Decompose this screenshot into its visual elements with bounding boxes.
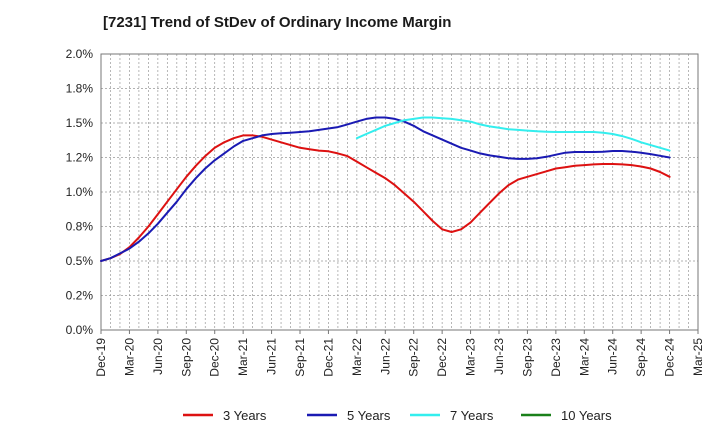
x-tick-label: Jun-21	[265, 338, 279, 375]
y-tick-label: 0.8%	[66, 220, 94, 234]
y-tick-label: 0.2%	[66, 289, 94, 303]
x-tick-label: Dec-19	[94, 338, 108, 377]
x-tick-label: Jun-22	[378, 338, 392, 375]
x-tick-label: Sep-24	[634, 338, 648, 377]
legend-label-7-years: 7 Years	[450, 408, 494, 423]
y-tick-label: 1.2%	[66, 151, 94, 165]
legend-label-3-years: 3 Years	[223, 408, 267, 423]
series-line-7-years	[355, 116, 671, 152]
x-tick-label: Jun-20	[151, 338, 165, 375]
axes: 0.0% 0.2% 0.5% 0.8% 1.0% 1.2% 1.5% 1.8% 2.0% Dec-…	[66, 47, 705, 377]
x-tick-label: Jun-24	[606, 338, 620, 375]
x-tick-label: Mar-21	[236, 338, 250, 376]
y-tick-label: 1.8%	[66, 82, 94, 96]
legend-label-5-years: 5 Years	[347, 408, 391, 423]
y-tick-label: 1.5%	[66, 116, 94, 130]
chart-title: [7231] Trend of StDev of Ordinary Income…	[103, 14, 452, 31]
x-tick-label: Mar-24	[577, 338, 591, 376]
plot-frame	[100, 53, 699, 331]
x-tick-label: Mar-25	[691, 338, 705, 376]
x-tick-label: Mar-23	[464, 338, 478, 376]
series-line-5-years	[100, 116, 671, 262]
series-line-3-years	[100, 134, 671, 262]
x-tick-label: Sep-22	[407, 338, 421, 377]
x-tick-label: Sep-23	[520, 338, 534, 377]
grid	[100, 53, 699, 331]
x-tick-label: Dec-24	[663, 338, 677, 377]
x-tick-label: Mar-20	[122, 338, 136, 376]
x-tick-label: Mar-22	[350, 338, 364, 376]
y-tick-label: 2.0%	[66, 47, 94, 61]
x-tick-label: Dec-22	[435, 338, 449, 377]
x-tick-label: Dec-23	[549, 338, 563, 377]
y-tick-label: 0.0%	[66, 323, 94, 337]
series-lines	[100, 116, 671, 262]
x-tick-label: Sep-21	[293, 338, 307, 377]
x-tick-label: Jun-23	[492, 338, 506, 375]
y-tick-label: 0.5%	[66, 254, 94, 268]
legend: 3 Years 5 Years 7 Years 10 Years	[183, 408, 612, 423]
x-tick-label: Dec-20	[208, 338, 222, 377]
legend-label-10-years: 10 Years	[561, 408, 612, 423]
x-tick-label: Dec-21	[321, 338, 335, 377]
x-tick-label: Sep-20	[179, 338, 193, 377]
y-tick-label: 1.0%	[66, 185, 94, 199]
